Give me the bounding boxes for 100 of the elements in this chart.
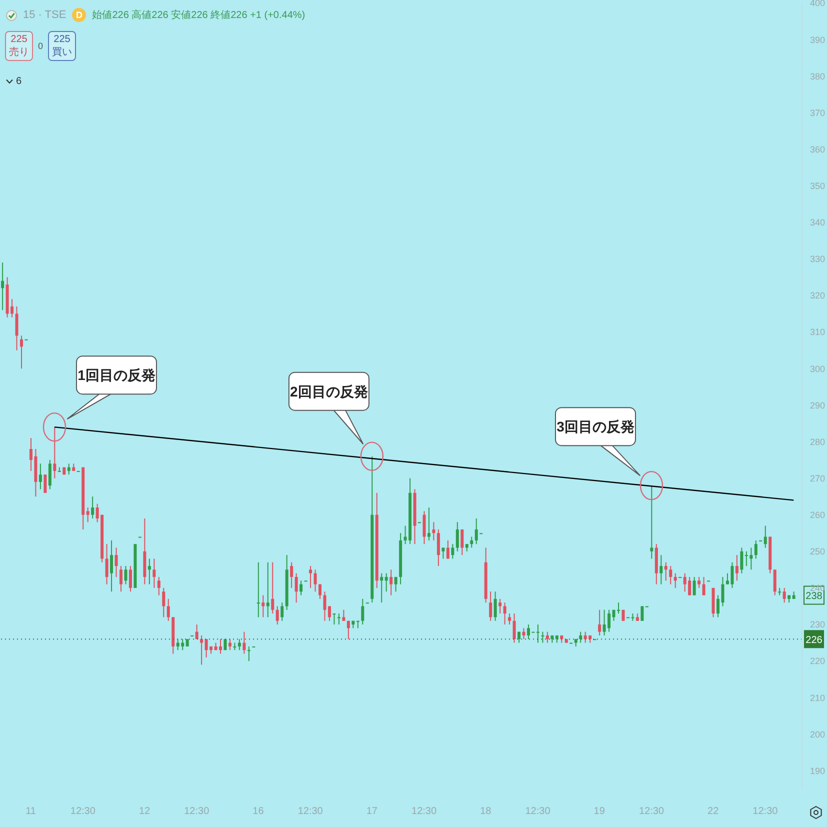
annotation: 2回目の反発 (290, 383, 368, 400)
candlestick (271, 562, 274, 614)
candlestick (328, 606, 331, 622)
annotation: 0 (38, 41, 44, 51)
candlestick (309, 565, 312, 588)
y-tick-label: 310 (810, 327, 826, 338)
x-tick-label: 12:30 (525, 806, 551, 818)
y-tick-label: 380 (810, 71, 826, 82)
candlestick (67, 463, 70, 476)
candlestick (242, 631, 246, 654)
text: 15 · TSE (23, 9, 66, 21)
candlestick (152, 558, 156, 588)
candlestick (740, 547, 744, 574)
candlestick (494, 591, 497, 622)
candlestick (200, 634, 204, 666)
x-tick-label: 16 (252, 806, 264, 818)
y-tick-label: 390 (810, 34, 826, 45)
x-tick-label: 11 (26, 806, 36, 818)
candlestick (546, 631, 549, 644)
y-tick-label: 250 (810, 546, 826, 557)
candlestick (91, 496, 94, 519)
candlestick (290, 562, 294, 588)
y-tick-label: 260 (810, 510, 826, 520)
candlestick (432, 522, 436, 541)
candlestick (735, 554, 738, 582)
candlestick (498, 598, 502, 614)
candlestick (15, 306, 18, 351)
candlestick (422, 510, 426, 545)
candlestick (660, 554, 663, 585)
annotation: 225 (52, 33, 72, 46)
candlestick (692, 576, 696, 596)
candlestick (522, 628, 526, 640)
candlestick (166, 598, 170, 622)
x-tick-label: 12:30 (638, 806, 664, 818)
y-tick-label: 370 (810, 108, 826, 118)
x-tick-label: 12:30 (70, 806, 96, 818)
annotation: 225 (10, 33, 28, 46)
x-tick-label: 18 (480, 806, 492, 818)
candlestick (669, 565, 672, 585)
candlestick (195, 624, 198, 640)
y-tick-label: 190 (810, 766, 826, 776)
candlestick (384, 572, 388, 592)
candlestick (698, 576, 701, 588)
x-tick-label: 12:30 (412, 806, 438, 818)
candlestick (598, 609, 602, 636)
candlestick (436, 528, 440, 566)
candlestick (337, 613, 340, 625)
candlestick (508, 613, 512, 625)
annotation: 1回目の反発 (78, 367, 156, 384)
candlestick (256, 562, 260, 618)
candlestick (536, 624, 540, 644)
x-tick-label: 12:30 (752, 806, 778, 818)
candlestick (616, 602, 620, 614)
y-tick-label: 400 (810, 0, 826, 8)
text: 始値226 高値226 安値226 終値226 +1 (+0.44%) (92, 8, 306, 22)
candlestick (427, 507, 430, 541)
y-tick-label: 230 (810, 620, 826, 630)
status-badge-icon: D (72, 8, 86, 22)
candlestick (262, 594, 265, 618)
candlestick (38, 463, 42, 490)
candlestick (460, 528, 464, 556)
candlestick (148, 558, 151, 585)
candlestick (361, 598, 364, 625)
candlestick (390, 569, 393, 596)
annotation: 3回目の反発 (556, 418, 634, 435)
candlestick (664, 562, 668, 582)
candlestick (318, 584, 322, 600)
x-tick-label: 17 (366, 806, 378, 818)
candlestick (276, 606, 279, 625)
callout: 3回目の反発 (555, 407, 641, 476)
candlestick (489, 591, 492, 622)
candlestick (300, 580, 303, 596)
y-tick-label: 290 (810, 400, 826, 410)
candlestick (380, 572, 384, 604)
annotation: 売り (9, 46, 29, 59)
y-tick-label: 200 (810, 729, 826, 740)
candlestick (228, 638, 232, 651)
x-tick-label: 19 (594, 806, 606, 818)
candlestick (110, 540, 114, 592)
x-tick-label: 12 (138, 806, 151, 818)
candlestick (451, 544, 454, 560)
y-tick-label: 340 (810, 218, 826, 228)
callout: 1回目の反発 (66, 356, 157, 420)
candlestick (323, 591, 326, 622)
candlestick (238, 638, 241, 651)
candlestick (280, 602, 284, 622)
candlestick (314, 569, 317, 592)
candlestick (702, 576, 706, 596)
y-tick-label: 320 (810, 290, 826, 301)
candlestick (44, 474, 47, 494)
candlestick (456, 522, 459, 552)
candlestick (782, 587, 786, 604)
candlestick (674, 572, 677, 588)
y-tick-label: 300 (810, 364, 826, 374)
candlestick (157, 576, 160, 596)
candlestick (86, 507, 90, 523)
candlestick (124, 565, 128, 585)
text: 238 (806, 591, 823, 602)
candlestick (446, 540, 450, 560)
candlestick (470, 536, 474, 548)
